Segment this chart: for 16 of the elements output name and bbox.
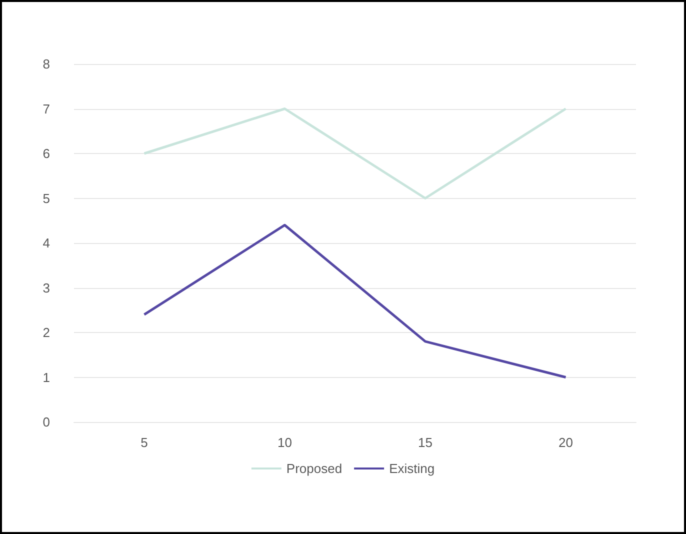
- y-tick-label: 3: [42, 280, 50, 296]
- y-tick-label: 6: [42, 146, 50, 161]
- x-tick-label: 5: [140, 435, 148, 450]
- x-tick-label: 15: [418, 435, 432, 450]
- legend-label: Existing: [389, 461, 435, 476]
- x-tick-label: 20: [558, 435, 573, 450]
- line-series: [143, 224, 567, 378]
- y-tick-label: 0: [42, 414, 50, 430]
- y-tick-label: 8: [42, 56, 50, 72]
- y-tick-label: 1: [42, 370, 50, 385]
- y-tick-label: 2: [42, 325, 50, 340]
- y-tick-label: 7: [42, 101, 50, 116]
- y-tick-label: 5: [42, 190, 50, 206]
- y-tick-label: 4: [42, 236, 50, 250]
- x-tick-label: 10: [278, 435, 292, 450]
- legend-label: Proposed: [286, 461, 342, 476]
